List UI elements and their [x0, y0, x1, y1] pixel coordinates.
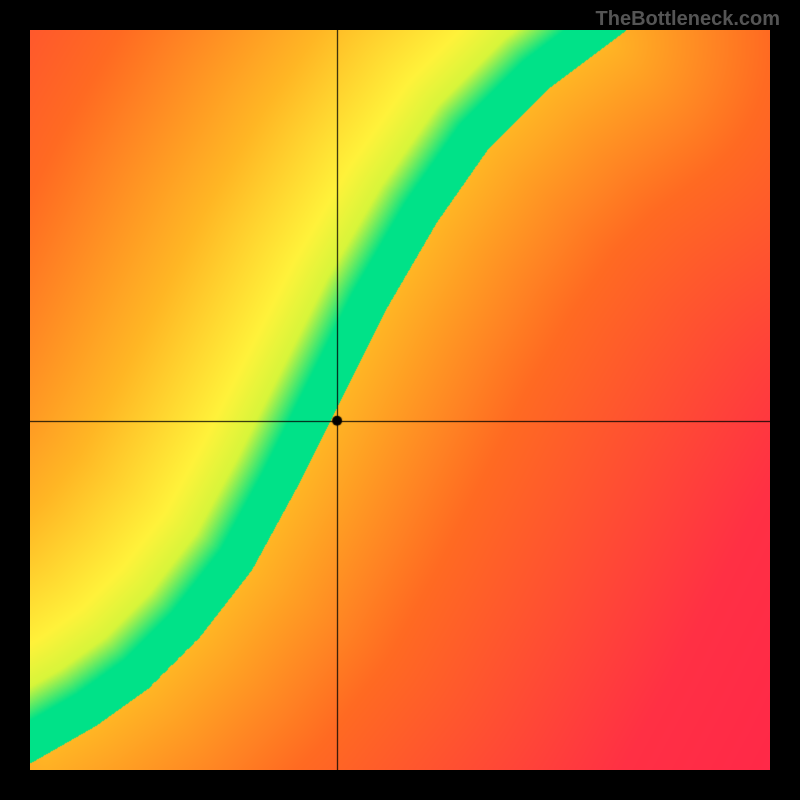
- watermark-text: TheBottleneck.com: [596, 8, 780, 31]
- bottleneck-heatmap-chart: [30, 30, 770, 770]
- heatmap-canvas: [30, 30, 770, 770]
